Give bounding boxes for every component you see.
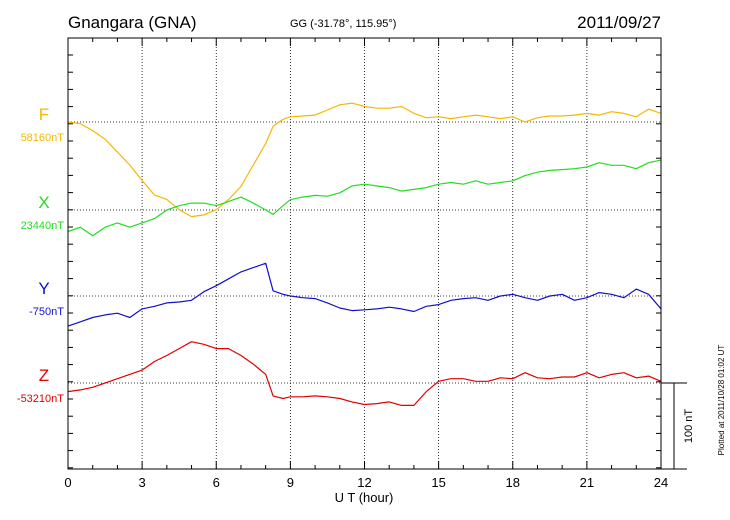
series-layer (67, 102, 662, 406)
series-name-f: F (39, 105, 49, 124)
x-tick-label: 18 (506, 475, 520, 490)
x-tick-label: 3 (139, 475, 146, 490)
x-tick-label: 0 (64, 475, 71, 490)
series-line-y (67, 262, 662, 327)
series-baseline-z: -53210nT (17, 393, 64, 405)
x-tick-label: 15 (431, 475, 445, 490)
x-tick-label: 12 (357, 475, 371, 490)
series-baseline-x: 23440nT (21, 220, 65, 232)
series-line-x (67, 159, 662, 237)
series-baseline-f: 58160nT (21, 132, 65, 144)
series-baseline-y: -750nT (29, 306, 64, 318)
x-tick-labels: 0 3 6 9 12 15 18 21 24 (64, 475, 668, 490)
coordinates-label: GG (-31.78°, 115.95°) (290, 18, 396, 30)
series-labels: F 58160nT X 23440nT Y -750nT Z -53210nT (17, 105, 64, 405)
station-title: Gnangara (GNA) (68, 13, 197, 32)
x-tick-label: 21 (580, 475, 594, 490)
x-tick-label: 24 (654, 475, 668, 490)
series-name-z: Z (39, 366, 49, 385)
series-name-y: Y (38, 279, 49, 298)
scale-bar: 100 nT (661, 382, 695, 470)
x-tick-label: 6 (213, 475, 220, 490)
series-name-x: X (38, 193, 49, 212)
series-line-z (67, 341, 662, 406)
x-axis-title: U T (hour) (335, 490, 394, 505)
x-tick-label: 9 (287, 475, 294, 490)
scale-bar-label: 100 nT (683, 409, 695, 444)
grid-lines (67, 38, 662, 469)
plotted-at-note: Plotted at 2011/10/28 01:02 UT (717, 345, 726, 456)
date-label: 2011/09/27 (577, 13, 661, 32)
series-line-f (67, 102, 662, 218)
plot-frame (67, 37, 662, 470)
